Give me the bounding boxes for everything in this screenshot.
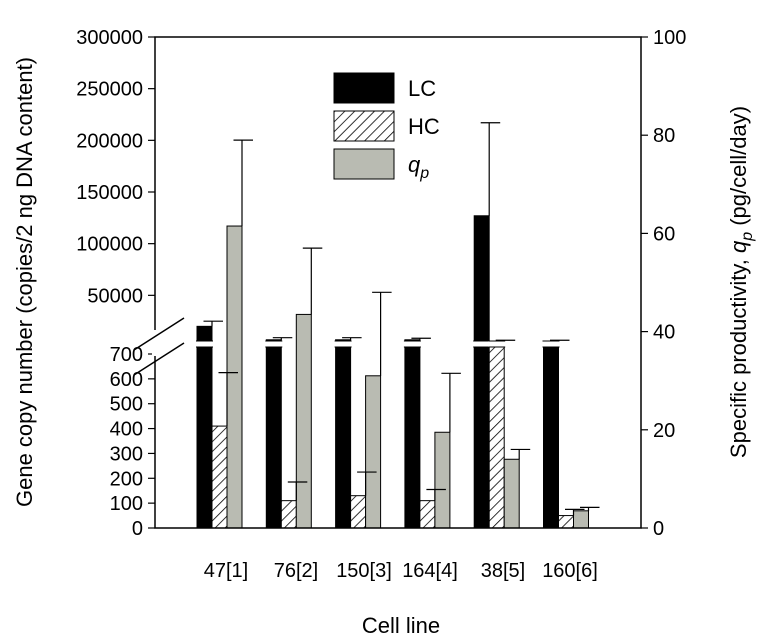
- bar-hc-4: [419, 500, 436, 529]
- legend: LC HC qp: [333, 72, 440, 182]
- legend-label-qp: qp: [408, 152, 429, 182]
- x-tick-label-2: 76[2]: [274, 560, 318, 582]
- right-tick-label-0: 0: [653, 518, 664, 540]
- right-tick-label-40: 40: [653, 322, 675, 344]
- bar-hc-6: [558, 515, 574, 529]
- x-tick-label-3: 150[3]: [336, 560, 392, 582]
- left-tick-label-50000: 50000: [87, 285, 143, 307]
- bar-lc-3: [335, 339, 352, 529]
- error-bar-hc-4: [426, 488, 446, 501]
- error-bar-lc-2: [272, 337, 293, 340]
- right-axis-title: Specific productivity, qp (pg/cell/day): [726, 106, 756, 458]
- bar-lc-1: [196, 325, 213, 529]
- x-tick-label-5: 38[5]: [481, 560, 525, 582]
- legend-swatch-lc: [333, 72, 395, 104]
- bar-hc-3: [350, 495, 367, 529]
- error-bar-lc-5: [480, 122, 501, 216]
- right-tick-label-100: 100: [653, 27, 686, 49]
- error-bar-qp-6: [580, 506, 600, 511]
- legend-label-hc: HC: [408, 114, 440, 139]
- left-tick-label-500: 500: [110, 394, 143, 416]
- error-bar-hc-1: [218, 372, 238, 427]
- bar-qp-2: [295, 313, 312, 529]
- left-tick-label-0: 0: [132, 518, 143, 540]
- right-tick-label-60: 60: [653, 223, 675, 245]
- bar-qp-5: [503, 458, 520, 529]
- bar-break-mark-hc-5: [488, 340, 506, 348]
- x-axis-title: Cell line: [362, 613, 440, 638]
- right-tick-label-20: 20: [653, 420, 675, 442]
- left-tick-label-300000: 300000: [76, 27, 143, 49]
- bar-break-mark-lc-6: [542, 340, 560, 348]
- bar-break-mark-lc-4: [403, 340, 421, 348]
- error-bar-lc-4: [411, 337, 431, 340]
- bar-lc-2: [265, 339, 282, 529]
- x-tick-label-4: 164[4]: [402, 560, 458, 582]
- legend-label-lc: LC: [408, 76, 436, 101]
- x-tick-label-6: 160[6]: [542, 560, 598, 582]
- error-bar-qp-5: [510, 448, 531, 460]
- bar-hc-5: [488, 341, 505, 529]
- legend-label-qp-symbol: q: [408, 152, 421, 177]
- bar-lc-5: [473, 215, 490, 529]
- legend-swatch-qp: [333, 148, 395, 180]
- error-bar-lc-1: [203, 320, 223, 327]
- error-bar-hc-6: [565, 508, 585, 516]
- legend-label-qp-subscript: p: [419, 165, 429, 182]
- bar-qp-6: [573, 510, 589, 529]
- right-axis-title-suffix: (pg/cell/day): [726, 106, 751, 232]
- error-bar-qp-1: [233, 139, 253, 227]
- left-axis-title: Gene copy number (copies/2 ng DNA conten…: [12, 57, 37, 507]
- left-tick-label-200000: 200000: [76, 130, 143, 152]
- bar-qp-4: [434, 431, 451, 529]
- right-axis-title-subscript: p: [739, 232, 756, 242]
- bar-break-mark-lc-3: [334, 340, 352, 348]
- bar-lc-4: [404, 339, 421, 529]
- error-bar-qp-4: [441, 372, 461, 433]
- right-axis-title-prefix: Specific productivity,: [726, 253, 751, 458]
- bar-hc-2: [280, 500, 297, 529]
- error-bar-hc-2: [287, 481, 308, 501]
- error-bar-lc-3: [342, 337, 362, 340]
- error-bar-hc-3: [357, 471, 377, 496]
- bar-qp-3: [365, 375, 382, 529]
- bar-qp-1: [226, 225, 243, 529]
- bar-break-mark-lc-5: [473, 340, 491, 348]
- left-tick-label-300: 300: [110, 443, 143, 465]
- left-tick-label-100000: 100000: [76, 234, 143, 256]
- bar-break-mark-lc-1: [196, 340, 213, 348]
- bar-lc-6: [543, 341, 559, 529]
- left-tick-label-100: 100: [110, 493, 143, 515]
- left-tick-label-200: 200: [110, 468, 143, 490]
- left-tick-label-250000: 250000: [76, 79, 143, 101]
- right-tick-label-80: 80: [653, 125, 675, 147]
- legend-swatch-hc: [333, 110, 395, 142]
- plot-frame: [154, 36, 642, 529]
- error-bar-qp-2: [302, 247, 323, 315]
- bar-hc-1: [211, 425, 228, 529]
- right-axis-title-symbol: q: [726, 240, 751, 253]
- left-tick-label-400: 400: [110, 419, 143, 441]
- bar-break-mark-lc-2: [265, 340, 283, 348]
- left-tick-label-150000: 150000: [76, 182, 143, 204]
- error-bar-qp-3: [372, 291, 392, 376]
- left-axis-break: [133, 317, 185, 376]
- x-tick-label-1: 47[1]: [204, 560, 248, 582]
